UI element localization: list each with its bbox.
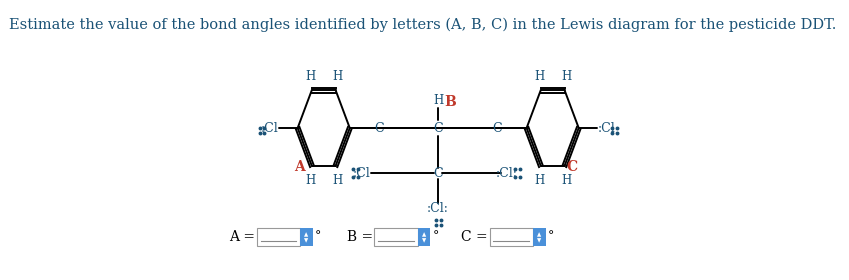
Text: ▼: ▼ [304, 239, 308, 244]
Text: A: A [295, 160, 306, 174]
Text: :Cl: :Cl [352, 167, 370, 179]
Text: H: H [561, 174, 571, 186]
Text: C: C [492, 122, 503, 134]
Text: A =: A = [229, 230, 255, 244]
FancyBboxPatch shape [490, 228, 533, 246]
Text: C: C [566, 160, 577, 174]
Text: °: ° [433, 230, 439, 244]
Text: :Cl: :Cl [598, 122, 616, 134]
Text: ▲: ▲ [304, 232, 308, 237]
Text: C: C [433, 122, 443, 134]
FancyBboxPatch shape [374, 228, 418, 246]
Text: ▲: ▲ [422, 232, 426, 237]
FancyBboxPatch shape [300, 228, 312, 246]
Text: B =: B = [346, 230, 373, 244]
Text: H: H [305, 69, 316, 83]
Text: ▼: ▼ [537, 239, 542, 244]
Text: H: H [433, 94, 443, 106]
Text: H: H [305, 174, 316, 186]
FancyBboxPatch shape [256, 228, 300, 246]
Text: °: ° [548, 230, 554, 244]
FancyBboxPatch shape [418, 228, 430, 246]
Text: H: H [332, 69, 342, 83]
Text: :Cl:: :Cl: [496, 167, 518, 179]
Text: :Cl:: :Cl: [427, 202, 449, 214]
Text: C: C [433, 167, 443, 179]
FancyBboxPatch shape [533, 228, 546, 246]
Text: H: H [534, 69, 544, 83]
Text: H: H [332, 174, 342, 186]
Text: °: ° [315, 230, 322, 244]
Text: H: H [561, 69, 571, 83]
Text: C: C [374, 122, 384, 134]
Text: H: H [534, 174, 544, 186]
Text: B: B [445, 95, 456, 109]
Text: ▲: ▲ [537, 232, 542, 237]
Text: :Cl: :Cl [261, 122, 278, 134]
Text: Estimate the value of the bond angles identified by letters (A, B, C) in the Lew: Estimate the value of the bond angles id… [9, 18, 837, 32]
Text: ▼: ▼ [422, 239, 426, 244]
Text: C =: C = [461, 230, 488, 244]
